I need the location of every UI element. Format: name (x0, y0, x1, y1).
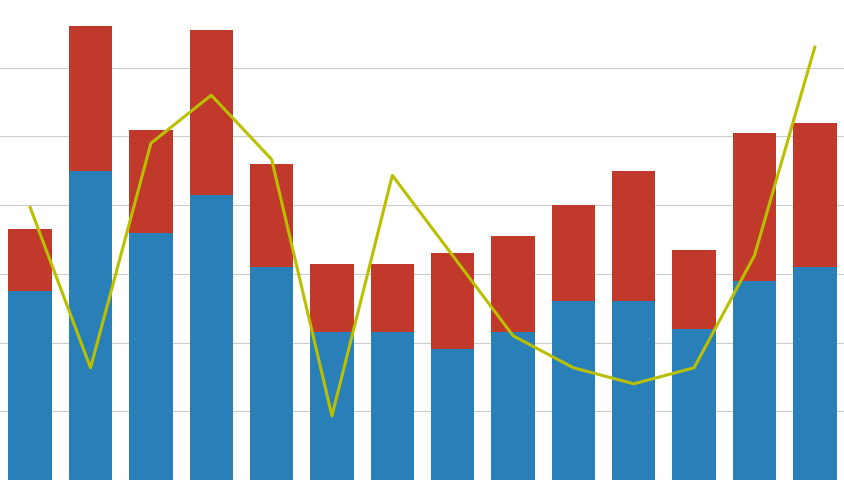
Bar (672, 250, 715, 329)
Bar (371, 333, 414, 480)
Bar (250, 267, 293, 480)
Bar (732, 281, 776, 480)
Bar (310, 264, 354, 333)
Bar (490, 333, 534, 480)
Bar (732, 134, 776, 281)
Bar (250, 165, 293, 267)
Bar (490, 237, 534, 333)
Bar (430, 350, 473, 480)
Bar (68, 171, 112, 480)
Bar (551, 302, 594, 480)
Bar (430, 254, 473, 350)
Bar (551, 206, 594, 302)
Bar (189, 195, 233, 480)
Bar (672, 329, 715, 480)
Bar (129, 130, 172, 233)
Bar (310, 333, 354, 480)
Bar (8, 291, 51, 480)
Bar (611, 171, 655, 302)
Bar (793, 123, 836, 267)
Bar (793, 267, 836, 480)
Bar (189, 31, 233, 195)
Bar (371, 264, 414, 333)
Bar (68, 27, 112, 171)
Bar (129, 233, 172, 480)
Bar (8, 230, 51, 291)
Bar (611, 302, 655, 480)
